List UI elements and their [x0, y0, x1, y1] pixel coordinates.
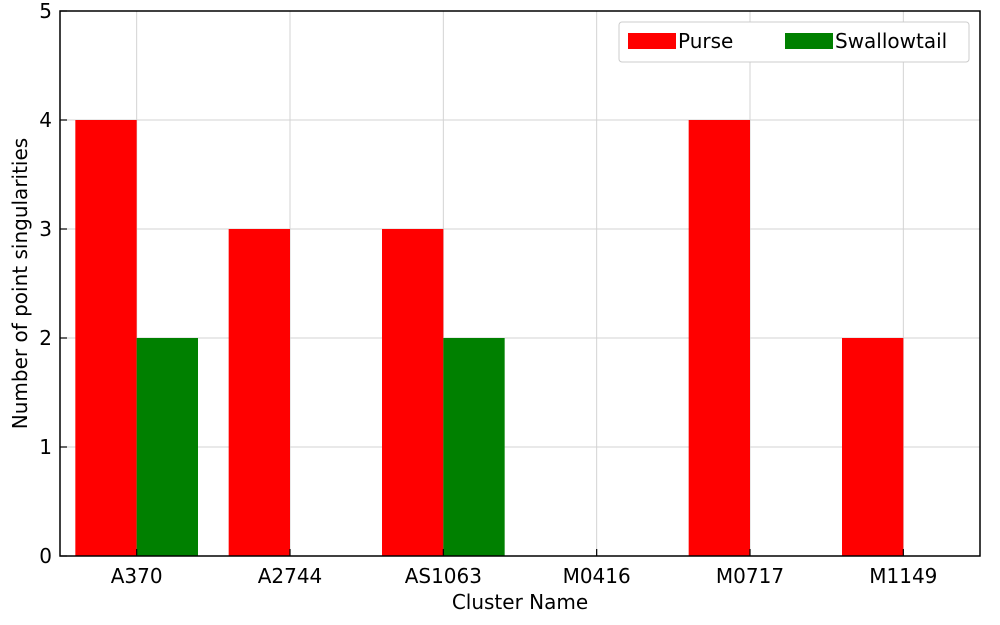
legend-swatch-purse: [628, 33, 676, 49]
bar-purse-a2744: [228, 229, 290, 556]
y-tick-label: 4: [39, 108, 52, 132]
x-tick-label: AS1063: [405, 564, 482, 588]
y-axis-title: Number of point singularities: [8, 138, 32, 429]
y-tick-label: 0: [39, 544, 52, 568]
axis-ticks: 0 1 2 3 4 5 A370 A2744 AS1063 M0416 M0717 M1149: [39, 0, 937, 588]
bar-swallowtail-as1063: [443, 338, 505, 556]
legend: Purse Swallowtail: [618, 21, 970, 63]
bars: [75, 120, 904, 556]
x-tick-label: A2744: [258, 564, 323, 588]
bar-swallowtail-a370: [136, 338, 198, 556]
bar-purse-a370: [75, 120, 137, 556]
x-tick-label: M0416: [563, 564, 631, 588]
y-tick-label: 1: [39, 435, 52, 459]
y-tick-label: 2: [39, 326, 52, 350]
x-tick-label: A370: [111, 564, 163, 588]
x-tick-label: M0717: [716, 564, 784, 588]
bar-purse-as1063: [382, 229, 444, 556]
x-axis-title: Cluster Name: [452, 590, 588, 614]
legend-label-purse: Purse: [678, 29, 733, 53]
bar-purse-m0717: [688, 120, 750, 556]
y-tick-label: 5: [39, 0, 52, 23]
plot-frame: [59, 10, 981, 557]
legend-swatch-swallowtail: [785, 33, 833, 49]
legend-label-swallowtail: Swallowtail: [835, 29, 947, 53]
y-tick-label: 3: [39, 217, 52, 241]
bar-purse-m1149: [842, 338, 904, 556]
x-tick-label: M1149: [869, 564, 937, 588]
